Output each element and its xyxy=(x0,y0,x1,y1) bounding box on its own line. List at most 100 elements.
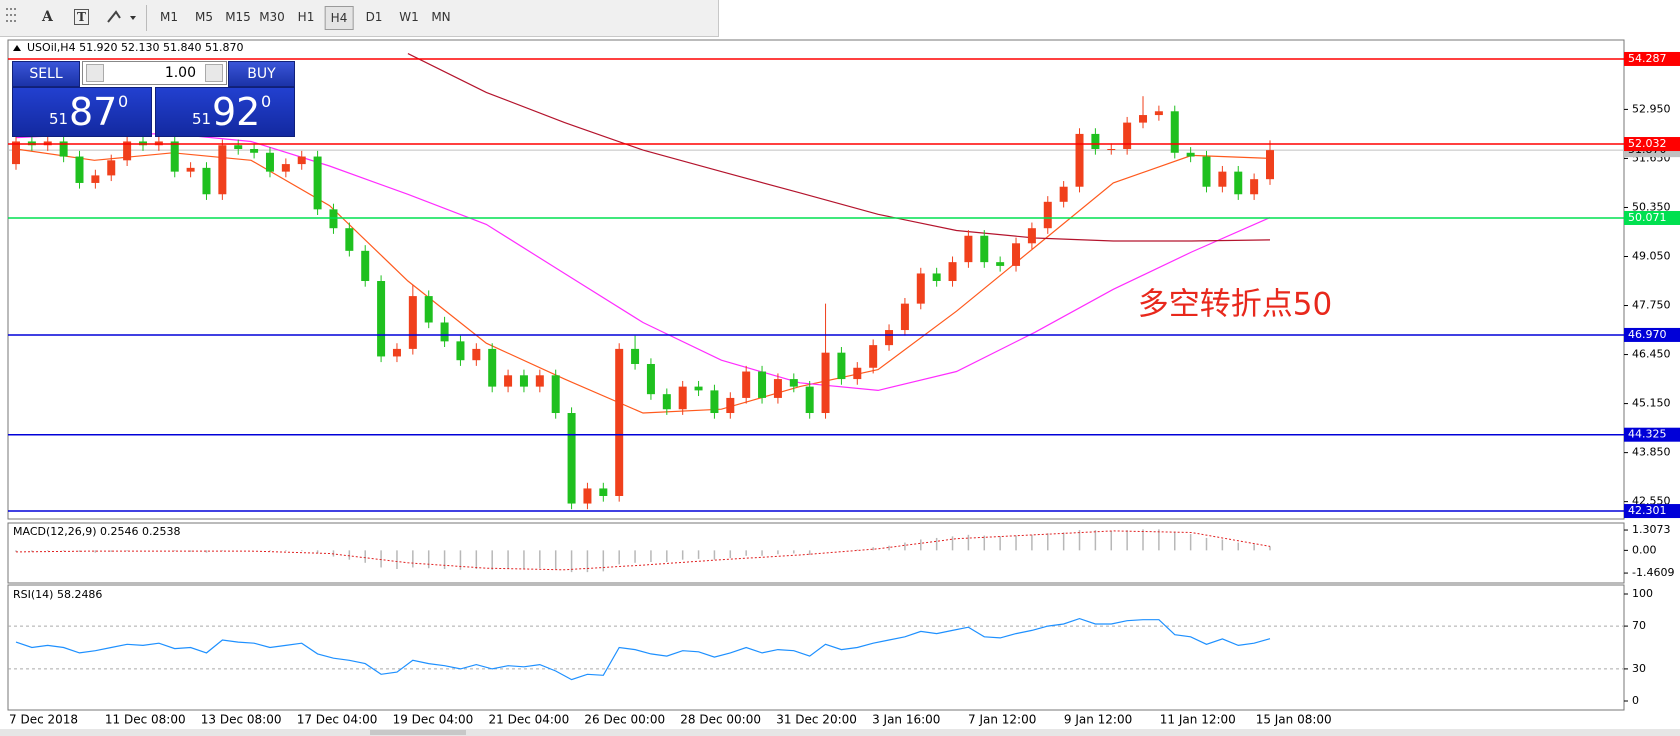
y-tick-label: 43.850 xyxy=(1632,446,1671,459)
y-tick-label: -1.4609 xyxy=(1632,566,1674,579)
y-tick-label: 47.750 xyxy=(1632,299,1671,312)
candle-body xyxy=(694,386,703,391)
candle-body xyxy=(551,375,560,414)
period-button[interactable]: M30 xyxy=(259,10,285,24)
candle-body xyxy=(59,141,68,157)
candle-body xyxy=(1075,133,1084,187)
level-label-bg xyxy=(1624,51,1680,66)
one-click-trading: SELL 1.00 BUY 51 87 0 51 92 0 xyxy=(12,61,295,137)
period-button[interactable]: D1 xyxy=(365,10,383,24)
price-main: 87 xyxy=(69,90,118,134)
period-button[interactable]: H1 xyxy=(297,10,315,24)
level-label-bg xyxy=(1624,327,1680,342)
rsi-panel xyxy=(7,584,1625,711)
macd-panel xyxy=(7,522,1625,584)
period-button[interactable]: M5 xyxy=(195,10,213,24)
candle-body xyxy=(440,322,449,342)
shapes-tool[interactable] xyxy=(104,0,138,36)
candle-body xyxy=(218,145,227,195)
level-label: 42.301 xyxy=(1628,504,1667,517)
macd-signal xyxy=(15,530,1271,571)
y-tick-label: 46.450 xyxy=(1632,348,1671,361)
x-tick-label: 19 Dec 04:00 xyxy=(393,713,474,727)
candle-body xyxy=(1091,133,1100,150)
y-tick-label: 50.350 xyxy=(1632,200,1671,213)
candle-body xyxy=(392,348,401,357)
period-button[interactable]: MN xyxy=(431,10,451,24)
period-button[interactable]: W1 xyxy=(399,10,419,24)
candle-body xyxy=(234,145,243,150)
price-prefix: 51 xyxy=(49,110,69,128)
candle-body xyxy=(1043,201,1052,229)
period-button[interactable]: M15 xyxy=(225,10,251,24)
level-label: 54.287 xyxy=(1628,52,1667,65)
candle-body xyxy=(1059,186,1068,202)
toolbar: A T M1 M5 M15 M30 H1 H4 D1 W1 MN xyxy=(0,0,719,37)
period-button[interactable]: H4 xyxy=(324,6,354,30)
candle-body xyxy=(773,379,782,398)
x-tick-label: 7 Dec 2018 xyxy=(9,713,78,727)
symbol-header: USOil,H4 51.920 52.130 51.840 51.870 xyxy=(27,41,244,54)
grip xyxy=(6,8,16,22)
candle-body xyxy=(980,235,989,263)
level-label: 46.970 xyxy=(1628,328,1667,341)
level-label: 44.325 xyxy=(1628,428,1667,441)
price-point: 0 xyxy=(261,92,272,111)
separator xyxy=(146,5,147,31)
candle-body xyxy=(297,156,306,165)
x-tick-label: 11 Jan 12:00 xyxy=(1160,713,1236,727)
y-tick-label: 0.00 xyxy=(1632,543,1657,556)
candle-body xyxy=(615,348,624,496)
text-tool[interactable]: A xyxy=(42,9,53,25)
lots-down[interactable] xyxy=(86,64,104,82)
y-tick-label: 30 xyxy=(1632,662,1646,675)
candle-body xyxy=(12,141,20,165)
candle-body xyxy=(123,141,132,161)
x-tick-label: 13 Dec 08:00 xyxy=(201,713,282,727)
candle-body xyxy=(186,167,195,172)
candle-body xyxy=(202,167,211,195)
x-tick-label: 9 Jan 12:00 xyxy=(1064,713,1132,727)
candle-body xyxy=(345,228,354,251)
sell-button[interactable]: SELL xyxy=(12,61,80,87)
candle-body xyxy=(742,371,751,398)
candle-body xyxy=(1107,149,1116,151)
candle-body xyxy=(107,160,116,176)
candle-body xyxy=(1012,243,1021,266)
y-tick-label: 100 xyxy=(1632,587,1653,600)
candle-body xyxy=(662,394,671,410)
candle-body xyxy=(1027,228,1036,244)
candle-body xyxy=(377,281,386,357)
sell-price[interactable]: 51 87 0 xyxy=(12,87,152,137)
candle-body xyxy=(631,348,640,364)
rsi-line xyxy=(15,617,1271,681)
lots-up[interactable] xyxy=(205,64,223,82)
candle-body xyxy=(567,413,576,504)
candle-body xyxy=(424,296,433,323)
candle-body xyxy=(821,352,830,414)
scrollbar xyxy=(0,729,1680,736)
candle-body xyxy=(1218,171,1227,187)
candle-body xyxy=(678,386,687,410)
annotation: 多空转折点50 xyxy=(1138,287,1332,323)
buy-price[interactable]: 51 92 0 xyxy=(155,87,295,137)
candle-body xyxy=(932,273,941,282)
lots-value: 1.00 xyxy=(164,65,196,81)
level-label-bg xyxy=(1624,427,1680,442)
candle-body xyxy=(1234,171,1243,195)
label-tool[interactable]: T xyxy=(74,9,89,25)
lots-field[interactable]: 1.00 xyxy=(82,61,227,85)
x-tick-label: 31 Dec 20:00 xyxy=(776,713,857,727)
candle-body xyxy=(599,488,608,496)
candle-body xyxy=(472,348,481,361)
candle-body xyxy=(504,375,513,387)
candle-body xyxy=(1154,111,1163,116)
collapse-icon xyxy=(13,45,21,51)
period-button[interactable]: M1 xyxy=(160,10,178,24)
price-point: 0 xyxy=(118,92,129,111)
x-tick-label: 28 Dec 00:00 xyxy=(680,713,761,727)
buy-button[interactable]: BUY xyxy=(228,61,295,87)
candle-body xyxy=(281,164,290,172)
